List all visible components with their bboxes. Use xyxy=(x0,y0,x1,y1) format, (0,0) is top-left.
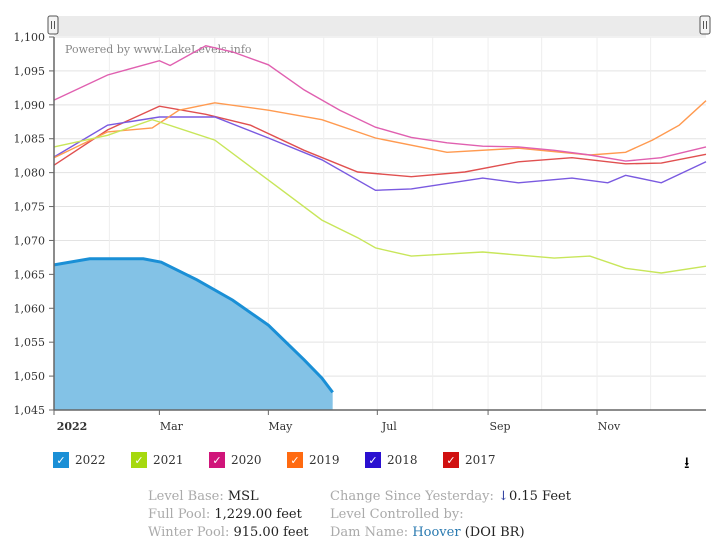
series-line-2017 xyxy=(53,105,707,178)
change-value: 0.15 Feet xyxy=(508,489,571,504)
legend-item-2022[interactable]: ✓ 2022 xyxy=(53,452,131,468)
y-tick-label: 1,050 xyxy=(14,370,46,383)
legend-item-2019[interactable]: ✓ 2019 xyxy=(287,452,365,468)
y-tick-label: 1,060 xyxy=(14,302,46,315)
controlled-label: Level Controlled by: xyxy=(330,507,464,522)
download-icon[interactable]: ⭳ xyxy=(684,453,690,472)
y-tick-label: 1,090 xyxy=(14,99,46,112)
dam-link[interactable]: Hoover xyxy=(412,525,461,540)
y-tick-label: 1,065 xyxy=(14,268,46,281)
y-tick-label: 1,045 xyxy=(14,404,46,417)
series-line-2018 xyxy=(53,116,707,192)
checkbox-icon[interactable]: ✓ xyxy=(365,452,381,468)
range-handle-right[interactable] xyxy=(699,15,711,35)
legend-item-2020[interactable]: ✓ 2020 xyxy=(209,452,287,468)
lake-level-chart: 1,100 1,095 1,090 1,085 1,080 1,075 1,070 1,065… xyxy=(14,15,711,433)
checkbox-icon[interactable]: ✓ xyxy=(53,452,69,468)
dam-owner: (DOI BR) xyxy=(464,525,525,540)
y-tick-label: 1,085 xyxy=(14,133,46,146)
range-handle-left[interactable] xyxy=(47,15,59,35)
legend-label: 2022 xyxy=(75,453,106,467)
x-tick-label: Nov xyxy=(598,420,621,433)
level-base-value: MSL xyxy=(227,489,259,504)
legend-label: 2018 xyxy=(387,453,418,467)
full-pool-value: 1,229.00 feet xyxy=(214,507,302,522)
legend-label: 2021 xyxy=(153,453,184,467)
y-tick-label: 1,055 xyxy=(14,336,46,349)
change-label: Change Since Yesterday: xyxy=(330,489,494,504)
x-tick-label: Jul xyxy=(381,420,397,433)
y-tick-label: 1,075 xyxy=(14,201,46,214)
legend-item-2018[interactable]: ✓ 2018 xyxy=(365,452,443,468)
level-base-label: Level Base: xyxy=(148,489,224,504)
series-area-2022 xyxy=(54,258,333,410)
y-tick-label: 1,095 xyxy=(14,65,46,78)
dam-label: Dam Name: xyxy=(330,525,409,540)
series-line-2021 xyxy=(53,118,707,274)
x-tick-label: May xyxy=(268,420,293,433)
down-arrow-icon: ↓ xyxy=(498,489,509,504)
y-tick-label: 1,100 xyxy=(14,31,46,44)
winter-pool-label: Winter Pool: xyxy=(148,525,230,540)
y-tick-label: 1,070 xyxy=(14,234,46,247)
x-tick-label: 2022 xyxy=(57,420,88,433)
series-line-2022 xyxy=(53,257,334,394)
checkbox-icon[interactable]: ✓ xyxy=(131,452,147,468)
legend: ✓ 2022 ✓ 2021 ✓ 2020 ✓ 2019 ✓ 2018 ✓ 2017 xyxy=(53,452,521,468)
info-right: Change Since Yesterday: ↓0.15 Feet Level… xyxy=(330,488,571,542)
checkbox-icon[interactable]: ✓ xyxy=(209,452,225,468)
legend-item-2017[interactable]: ✓ 2017 xyxy=(443,452,521,468)
checkbox-icon[interactable]: ✓ xyxy=(287,452,303,468)
y-tick-label: 1,080 xyxy=(14,167,46,180)
legend-label: 2017 xyxy=(465,453,496,467)
range-navigator[interactable] xyxy=(54,16,706,36)
winter-pool-value: 915.00 feet xyxy=(233,525,309,540)
info-left: Level Base: MSL Full Pool: 1,229.00 feet… xyxy=(148,488,309,542)
legend-item-2021[interactable]: ✓ 2021 xyxy=(131,452,209,468)
x-tick-label: Mar xyxy=(160,420,184,433)
full-pool-label: Full Pool: xyxy=(148,507,211,522)
checkbox-icon[interactable]: ✓ xyxy=(443,452,459,468)
legend-label: 2019 xyxy=(309,453,340,467)
x-tick-label: Sep xyxy=(490,420,511,433)
series-line-2020 xyxy=(53,45,707,162)
legend-label: 2020 xyxy=(231,453,262,467)
